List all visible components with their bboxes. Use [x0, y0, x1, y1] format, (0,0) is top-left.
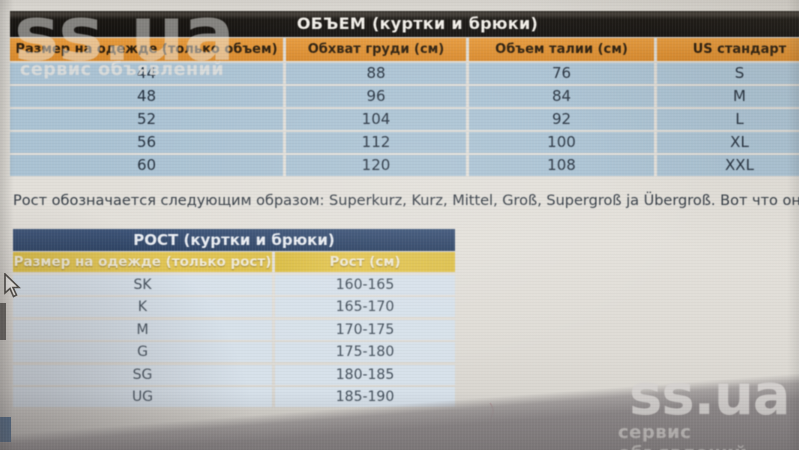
size-cell: 56 — [10, 132, 283, 153]
chest-cell: 112 — [286, 132, 466, 153]
volume-table-header-us: US стандарт — [657, 38, 799, 61]
waist-cell: 92 — [469, 109, 654, 130]
table-row: K 165-170 — [13, 297, 455, 317]
us-cell: XL — [657, 132, 799, 153]
watermark-brand-topleft: ss.ua — [14, 0, 235, 78]
us-cell: XXL — [657, 155, 799, 176]
height-table: РОСТ (куртки и брюки) Размер на одежде (… — [13, 229, 455, 410]
waist-cell: 100 — [469, 132, 654, 153]
size-cell: 44 — [10, 63, 283, 84]
waist-cell: 84 — [469, 86, 654, 107]
height-table-header-size: Размер на одежде (только рост) — [13, 252, 272, 272]
height-range-cell: 175-180 — [275, 342, 455, 362]
watermark-brand-bottomright: ss.ua — [629, 363, 791, 428]
height-range-cell: 165-170 — [275, 297, 455, 317]
height-range-cell: 185-190 — [275, 387, 455, 407]
table-row: M 170-175 — [13, 319, 455, 340]
volume-table-header-waist: Объем талии (см) — [469, 38, 654, 61]
volume-table-header-row: Размер на одежде (только объем) Обхват г… — [10, 38, 799, 61]
table-row: 56 112 100 XL — [10, 132, 799, 153]
size-code-cell: UG — [13, 387, 272, 407]
table-row: 52 104 92 L — [10, 109, 799, 130]
height-range-cell: 170-175 — [275, 319, 455, 340]
table-row: 60 120 108 XXL — [10, 155, 799, 176]
size-code-cell: M — [13, 319, 272, 340]
screen-edge-artifact — [0, 303, 6, 340]
size-code-cell: SG — [13, 364, 272, 385]
table-row: G 175-180 — [13, 342, 455, 362]
watermark-tagline-topleft: сервис объявлений — [20, 60, 225, 80]
table-row: UG 185-190 — [13, 387, 455, 407]
height-range-cell: 160-165 — [275, 274, 455, 295]
us-cell: M — [657, 86, 799, 107]
volume-table-header-chest: Обхват груди (см) — [286, 38, 466, 61]
size-code-cell: SK — [13, 274, 272, 295]
us-cell: S — [657, 63, 799, 84]
window-edge-artifact — [0, 417, 11, 442]
waist-cell: 108 — [469, 155, 654, 176]
size-cell: 52 — [10, 109, 283, 130]
height-range-cell: 180-185 — [275, 364, 455, 385]
waist-cell: 76 — [469, 63, 654, 84]
watermark-tagline-bottomright: сервис объявлений — [618, 422, 747, 450]
us-cell: L — [657, 109, 799, 130]
size-cell: 60 — [10, 155, 283, 176]
table-row: SG 180-185 — [13, 364, 455, 385]
table-row: 48 96 84 M — [10, 86, 799, 107]
chest-cell: 96 — [286, 86, 466, 107]
table-row: SK 160-165 — [13, 274, 455, 295]
size-cell: 48 — [10, 86, 283, 107]
chest-cell: 120 — [286, 155, 466, 176]
mouse-cursor-icon — [2, 272, 22, 303]
height-table-header-row: Размер на одежде (только рост) Рост (см) — [13, 252, 455, 272]
height-table-title: РОСТ (куртки и брюки) — [13, 229, 455, 251]
chest-cell: 88 — [286, 63, 466, 84]
volume-table-header-size: Размер на одежде (только объем) — [10, 38, 283, 61]
table-row: 44 88 76 S — [10, 63, 799, 84]
size-code-cell: G — [13, 342, 272, 362]
height-table-header-height: Рост (см) — [275, 252, 455, 272]
volume-table-title: ОБЪЕМ (куртки и брюки) — [10, 11, 799, 37]
chest-cell: 104 — [286, 109, 466, 130]
volume-table: ОБЪЕМ (куртки и брюки) Размер на одежде … — [10, 11, 799, 178]
size-code-cell: K — [13, 297, 272, 317]
note-text: Рост обозначается следующим образом: Sup… — [13, 193, 799, 209]
